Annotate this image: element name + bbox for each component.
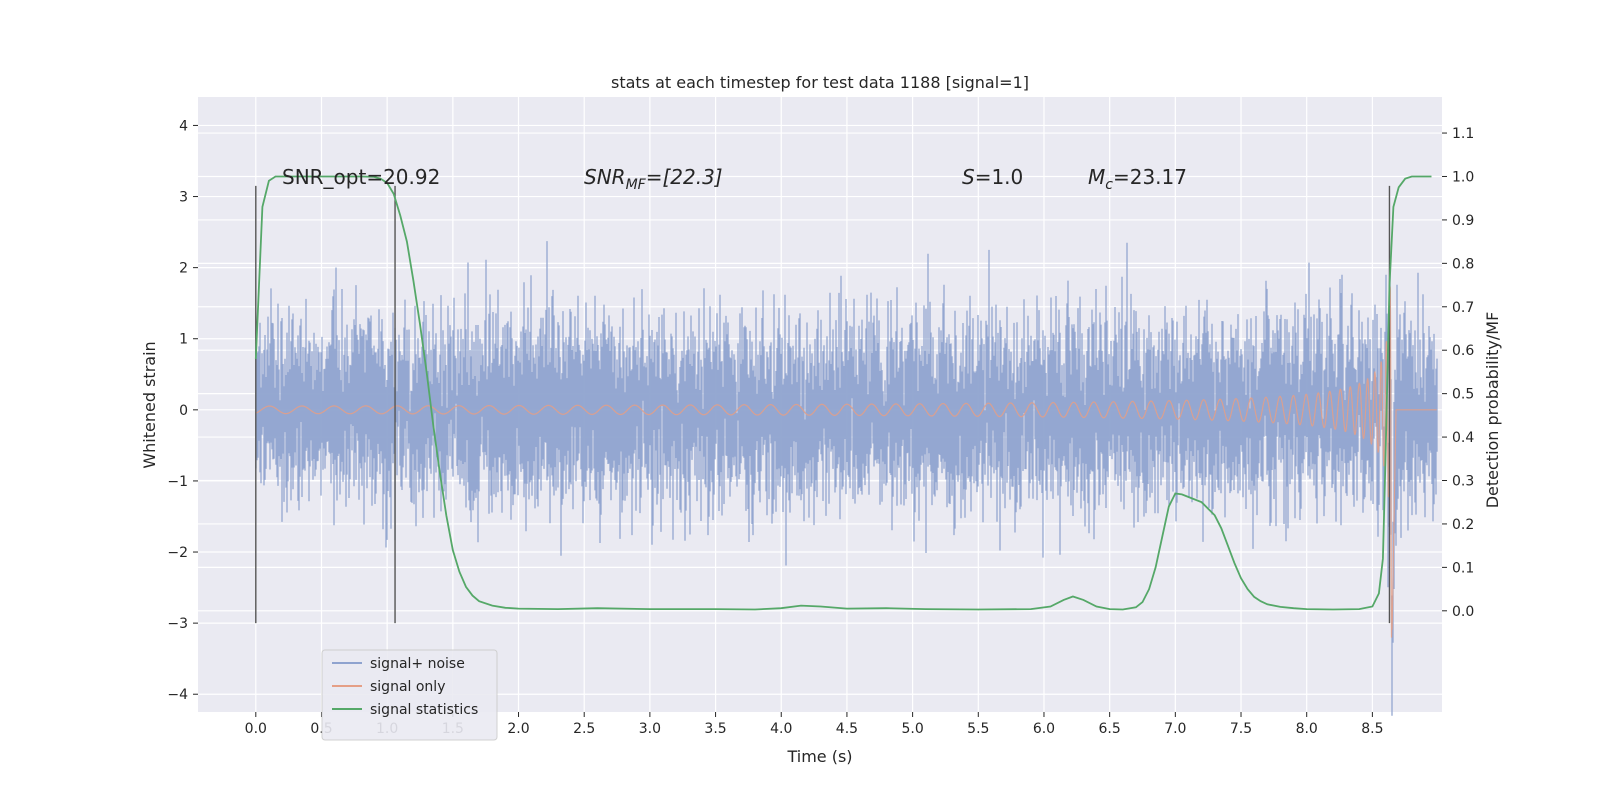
x-tick-label: 3.5 [704, 721, 726, 737]
snr-mf-main: SNR [584, 165, 626, 189]
x-tick-label: 4.5 [836, 721, 858, 737]
x-axis-label: Time (s) [786, 747, 852, 766]
snr-mf-sub: MF [626, 177, 647, 193]
y-tick-label: 1 [179, 332, 188, 348]
y-tick-label: −4 [167, 687, 188, 703]
y-tick-label: 0 [179, 403, 188, 419]
s-main: S [962, 165, 975, 189]
mc-sub: c [1105, 177, 1113, 193]
y2-tick-label: 0.4 [1452, 430, 1474, 446]
y2-tick-label: 1.0 [1452, 169, 1474, 185]
chart-title: stats at each timestep for test data 118… [611, 73, 1029, 92]
x-tick-label: 6.0 [1033, 721, 1055, 737]
y2-tick-label: 0.5 [1452, 387, 1474, 403]
vertical-markers [255, 185, 1391, 624]
x-tick-label: 8.0 [1296, 721, 1318, 737]
y-tick-label: 4 [179, 118, 188, 134]
snr-mf-value: =[22.3] [646, 165, 723, 189]
y2-tick-label: 0.6 [1452, 343, 1474, 359]
y2-tick-label: 0.8 [1452, 256, 1474, 272]
y2-tick-label: 0.1 [1452, 560, 1474, 576]
annotation-mc: Mc=23.17 [1088, 165, 1187, 193]
x-tick-label: 2.5 [573, 721, 595, 737]
y2-axis-label: Detection probability/MF [1483, 312, 1502, 509]
y-axis-label: Whitened strain [140, 341, 159, 468]
s-value: =1.0 [975, 165, 1024, 189]
y-tick-label: 3 [179, 190, 188, 206]
y2-tick-label: 0.0 [1452, 604, 1474, 620]
legend-label-signal-only: signal only [370, 679, 445, 695]
y2-tick-label: 0.2 [1452, 517, 1474, 533]
legend-box [321, 649, 498, 741]
x-tick-label: 7.5 [1230, 721, 1252, 737]
legend-label-signal-statistics: signal statistics [370, 702, 478, 718]
x-tick-label: 3.0 [639, 721, 661, 737]
y2-tick-label: 0.7 [1452, 300, 1474, 316]
x-tick-label: 0.0 [245, 721, 267, 737]
x-tick-label: 4.0 [770, 721, 792, 737]
mc-value: =23.17 [1113, 165, 1187, 189]
y-tick-label: 2 [179, 261, 188, 277]
y2-tick-label: 0.9 [1452, 213, 1474, 229]
y2-tick-label: 1.1 [1452, 126, 1474, 142]
annotation-snr-mf: SNRMF=[22.3] [584, 165, 723, 193]
signal-statistics-line [254, 175, 1432, 611]
mc-main: M [1088, 165, 1105, 189]
y-tick-label: −3 [167, 616, 188, 632]
series-signal-statistics [254, 175, 1432, 611]
x-tick-label: 8.5 [1361, 721, 1383, 737]
x-tick-label: 2.0 [507, 721, 529, 737]
y2-tick-label: 0.3 [1452, 474, 1474, 490]
y-tick-label: −2 [167, 545, 188, 561]
legend: signal+ noise signal only signal statist… [321, 649, 498, 741]
x-tick-label: 7.0 [1164, 721, 1186, 737]
x-tick-label: 5.5 [967, 721, 989, 737]
legend-label-signal-plus-noise: signal+ noise [370, 656, 465, 672]
x-tick-label: 5.0 [901, 721, 923, 737]
series-signal-only [255, 286, 1437, 638]
annotation-snr-opt: SNR_opt=20.92 [282, 165, 440, 189]
y-tick-label: −1 [167, 474, 188, 490]
signal-only-trace [255, 286, 1437, 638]
x-tick-label: 6.5 [1099, 721, 1121, 737]
annotation-s: S=1.0 [962, 165, 1023, 189]
